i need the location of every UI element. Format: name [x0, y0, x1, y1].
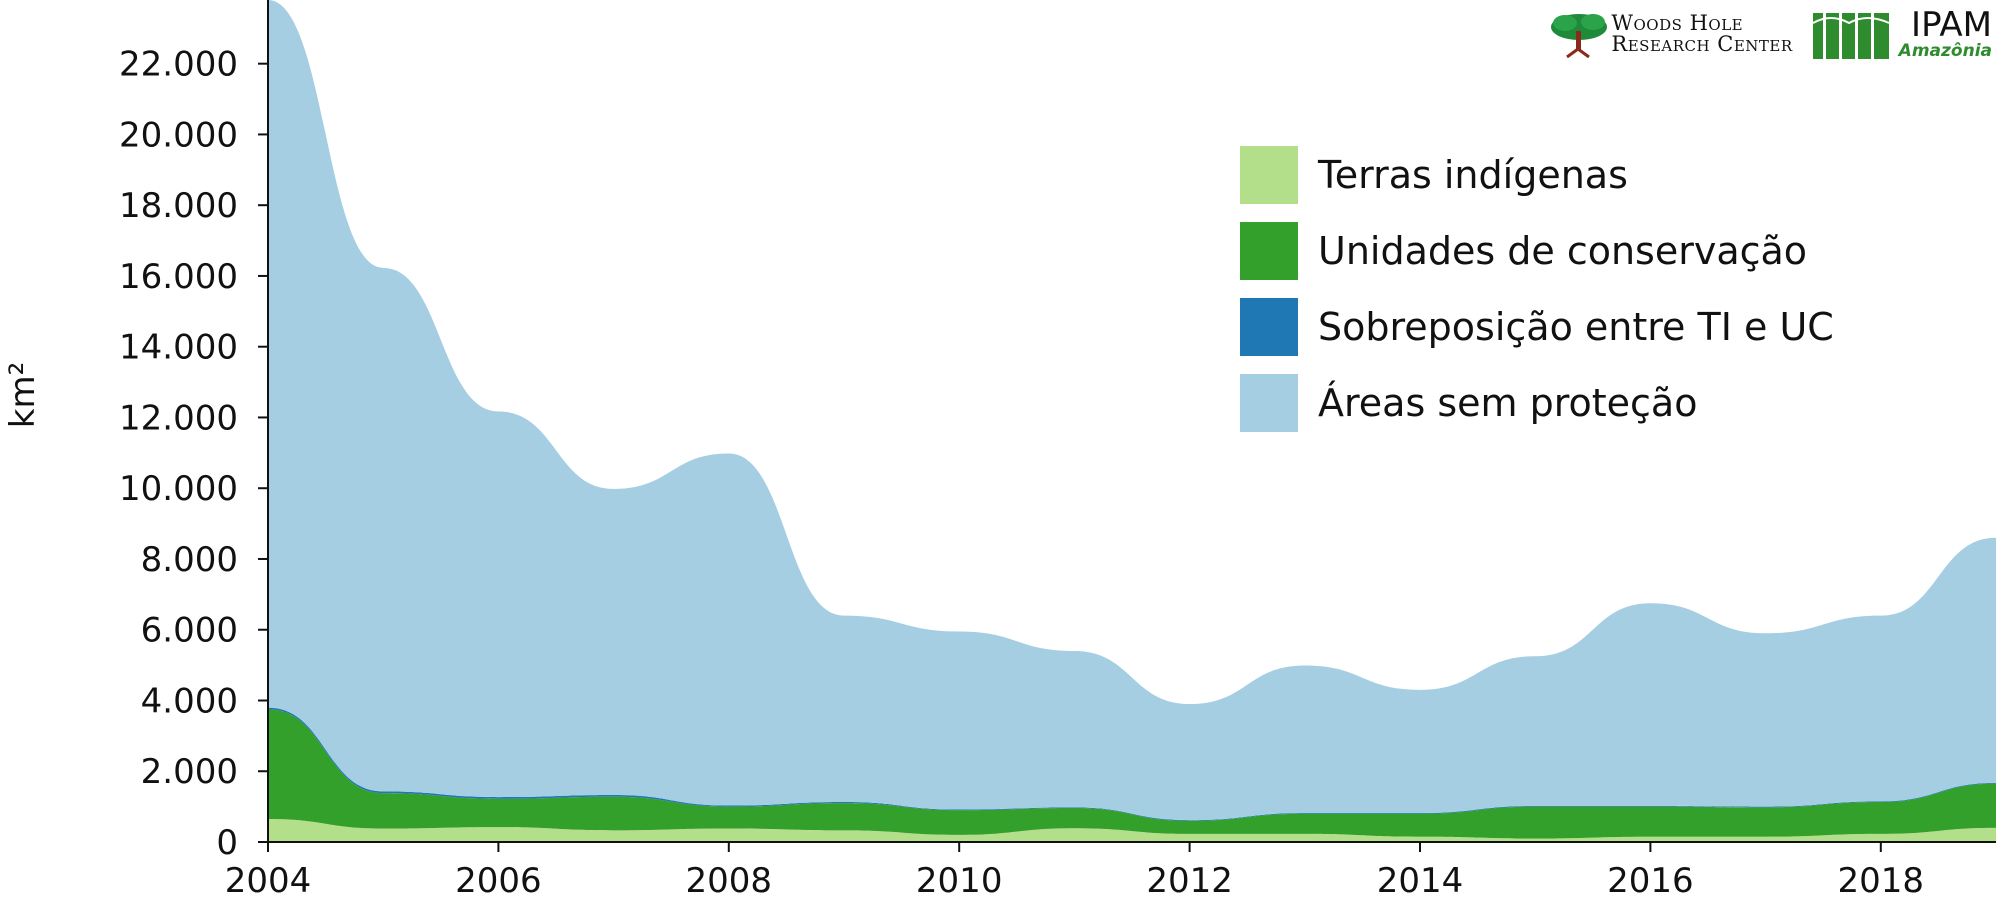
- ipam-logo: IPAM Amazônia: [1811, 8, 1992, 60]
- whrc-name-line1: Woods Hole: [1611, 11, 1744, 35]
- y-tick-label: 20.000: [119, 115, 238, 155]
- x-tick-label: 2006: [455, 861, 542, 901]
- stacked-areas: [268, 0, 1996, 842]
- legend: Terras indígenas Unidades de conservação S…: [1240, 146, 1834, 450]
- x-tick-label: 2010: [916, 861, 1003, 901]
- forest-icon: [1812, 13, 1890, 59]
- x-tick-label: 2018: [1838, 861, 1925, 901]
- y-tick-label: 0: [216, 823, 238, 863]
- legend-item: Terras indígenas: [1240, 146, 1834, 204]
- y-tick-label: 4.000: [141, 681, 238, 721]
- ipam-subtitle: Amazônia: [1898, 41, 1992, 61]
- y-tick-label: 6.000: [141, 611, 238, 651]
- x-tick-label: 2014: [1377, 861, 1464, 901]
- legend-item: Sobreposição entre TI e UC: [1240, 298, 1834, 356]
- y-tick-label: 8.000: [141, 540, 238, 580]
- legend-swatch: [1240, 146, 1298, 204]
- legend-swatch: [1240, 298, 1298, 356]
- whrc-name-line2: Research Center: [1611, 32, 1793, 56]
- area-series-3: [268, 0, 1996, 821]
- legend-swatch: [1240, 222, 1298, 280]
- y-tick-label: 14.000: [119, 328, 238, 368]
- x-tick-label: 2008: [686, 861, 773, 901]
- y-axis-ticks: 0 2.000 4.000 6.000 8.000 10.000 12.000 14.000 1…: [119, 45, 268, 863]
- legend-label: Unidades de conservação: [1318, 229, 1808, 273]
- legend-item: Áreas sem proteção: [1240, 374, 1834, 432]
- y-axis-label: km²: [3, 362, 43, 428]
- legend-label: Terras indígenas: [1318, 153, 1628, 197]
- y-tick-label: 22.000: [119, 45, 238, 85]
- ipam-name: IPAM: [1911, 5, 1992, 45]
- y-tick-label: 18.000: [119, 186, 238, 226]
- x-tick-label: 2004: [225, 861, 312, 901]
- x-tick-label: 2016: [1607, 861, 1694, 901]
- legend-label: Sobreposição entre TI e UC: [1318, 305, 1834, 349]
- area-series-0: [268, 819, 1996, 842]
- x-axis-ticks: 2004 2006 2008 2010 2012 2014 2016 2018: [225, 842, 1924, 901]
- tree-icon: [1551, 14, 1608, 59]
- axes: [267, 0, 1996, 843]
- x-tick-label: 2012: [1146, 861, 1233, 901]
- whrc-logo: Woods Hole Research Center: [1547, 9, 1792, 59]
- legend-label: Áreas sem proteção: [1318, 381, 1698, 425]
- y-tick-label: 10.000: [119, 469, 238, 509]
- y-tick-label: 16.000: [119, 257, 238, 297]
- y-tick-label: 12.000: [119, 398, 238, 438]
- y-tick-label: 2.000: [141, 752, 238, 792]
- legend-swatch: [1240, 374, 1298, 432]
- area-series-1: [268, 709, 1996, 839]
- legend-item: Unidades de conservação: [1240, 222, 1834, 280]
- logos: Woods Hole Research Center IPAM Amazônia: [1547, 6, 1992, 62]
